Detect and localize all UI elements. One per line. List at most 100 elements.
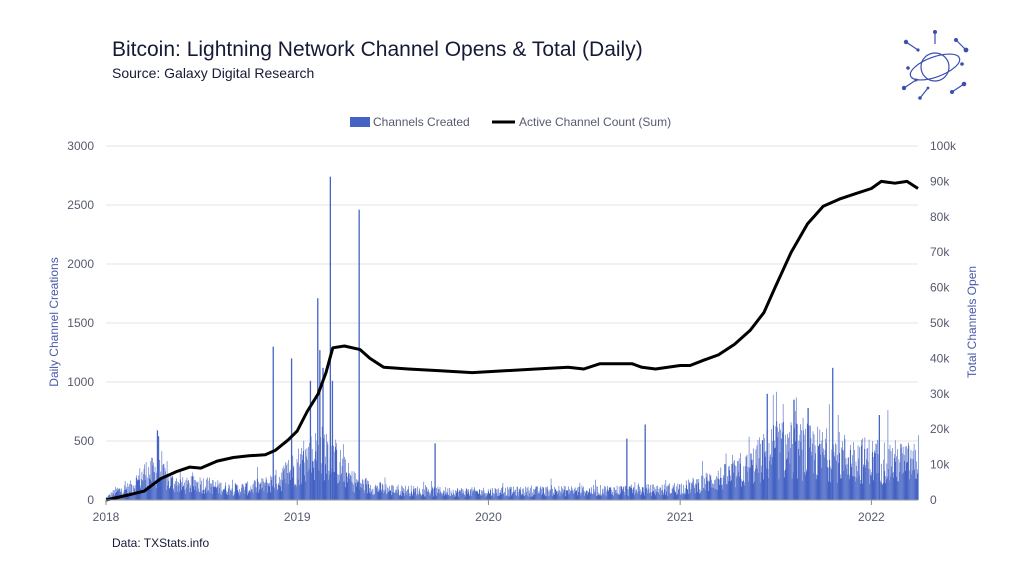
bar-channels-created: [851, 463, 853, 500]
bar-channels-created: [327, 444, 329, 500]
bar-channels-created: [745, 466, 746, 500]
bar-channels-created: [188, 483, 190, 500]
bar-channels-created: [680, 493, 682, 500]
galaxy-orbit-logo-icon: [901, 30, 969, 100]
bar-channels-created: [241, 484, 243, 500]
bar-channels-created: [461, 489, 463, 500]
bar-channels-created: [485, 493, 487, 500]
bar-channels-created: [569, 489, 570, 500]
bar-channels-created: [634, 482, 636, 500]
bar-channels-created: [647, 493, 648, 500]
bar-channels-created: [350, 474, 351, 500]
bar-channels-created: [866, 459, 867, 500]
bar-channels-created: [834, 457, 836, 500]
bar-channels-created: [526, 491, 527, 500]
bar-channels-created: [727, 476, 728, 500]
bar-channels-created: [423, 481, 425, 500]
bar-channels-created: [668, 484, 670, 500]
bar-channels-created: [260, 483, 261, 500]
bar-channels-created: [757, 439, 759, 500]
bar-channels-created: [201, 493, 203, 500]
bar-channels-created: [176, 478, 177, 500]
bar-channels-created: [551, 496, 553, 500]
bar-channels-created: [281, 472, 283, 500]
bar-channels-created: [503, 494, 504, 500]
bar-channels-created: [642, 487, 644, 500]
bar-channels-created: [810, 438, 812, 500]
bar-channels-created: [471, 487, 473, 500]
bar-channels-created: [779, 423, 780, 500]
bar-channels-created: [665, 480, 667, 500]
bar-channels-created: [895, 461, 897, 500]
bar-channels-created: [685, 493, 687, 500]
bar-channels-created: [887, 410, 889, 500]
bar-channels-created: [498, 488, 499, 500]
bar-channels-created: [869, 483, 870, 500]
bar-channels-created: [385, 489, 386, 500]
bar-channels-created: [420, 494, 421, 500]
bar-channels-created: [121, 488, 122, 500]
bar-channels-created: [779, 452, 781, 500]
bar-channels-created: [344, 456, 345, 500]
bar-channels-created: [333, 451, 335, 500]
bar-channels-created: [457, 489, 459, 500]
bar-channels-created: [388, 492, 389, 500]
bar-channels-created: [590, 492, 592, 500]
bar-channels-created: [846, 468, 847, 500]
bar-channels-created: [395, 489, 396, 500]
bar-channels-created: [588, 492, 590, 500]
bar-channels-created: [278, 483, 279, 500]
bar-channels-created: [696, 479, 698, 500]
bar-channels-created: [112, 490, 114, 500]
bar-channels-created: [229, 485, 230, 500]
bar-channels-created: [288, 459, 289, 500]
bar-channels-created: [326, 473, 328, 500]
bar-channels-created: [405, 485, 406, 500]
bar-channels-created: [802, 480, 803, 500]
bar-channels-created: [503, 492, 505, 500]
bar-channels-created: [499, 492, 501, 500]
line-active-channel-count: [105, 179, 919, 502]
bar-channels-created: [606, 489, 608, 500]
bar-channels-created-spike: [322, 367, 324, 500]
bar-channels-created: [859, 483, 861, 500]
bar-channels-created: [231, 490, 232, 500]
bar-channels-created: [492, 488, 493, 500]
bar-channels-created: [649, 493, 650, 500]
legend-label-channels-created: Channels Created: [373, 115, 470, 129]
bar-channels-created: [673, 487, 674, 500]
bar-channels-created: [613, 496, 614, 500]
bar-channels-created: [382, 483, 383, 500]
bar-channels-created: [847, 474, 848, 500]
bar-channels-created: [804, 475, 806, 500]
bar-channels-created: [333, 445, 334, 500]
bar-channels-created: [663, 484, 665, 500]
bar-channels-created: [526, 487, 528, 500]
bar-channels-created: [802, 417, 804, 500]
bar-channels-created: [507, 496, 509, 500]
bar-channels-created: [249, 490, 251, 500]
bar-channels-created: [723, 477, 725, 500]
bar-channels-created: [674, 483, 675, 500]
bar-channels-created: [756, 445, 758, 500]
bar-channels-created: [282, 480, 283, 500]
bar-channels-created: [812, 431, 814, 500]
bar-channels-created: [847, 457, 849, 500]
bar-channels-created: [875, 443, 877, 500]
bar-channels-created: [330, 445, 332, 500]
bar-channels-created: [147, 485, 148, 500]
bar-channels-created: [543, 495, 545, 500]
bar-channels-created: [646, 487, 647, 500]
bar-channels-created: [704, 490, 706, 500]
bar-channels-created: [819, 429, 821, 500]
bar-channels-created: [374, 494, 375, 500]
bar-channels-created: [132, 492, 134, 500]
bar-channels-created: [817, 426, 819, 500]
bar-channels-created: [523, 495, 525, 500]
bar-channels-created: [677, 493, 678, 500]
bar-channels-created: [570, 490, 572, 500]
bar-channels-created-spike: [626, 438, 628, 500]
bar-channels-created: [730, 464, 732, 500]
bar-channels-created: [752, 465, 754, 500]
bar-channels-created: [164, 467, 166, 500]
